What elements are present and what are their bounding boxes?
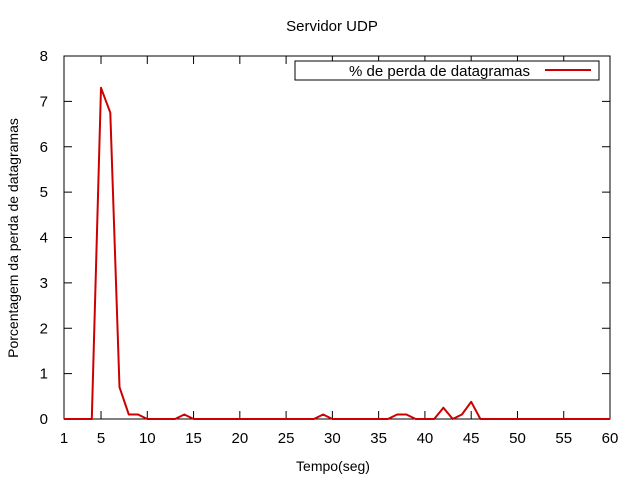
data-point <box>442 407 445 409</box>
y-tick-label: 4 <box>40 230 48 247</box>
data-point <box>109 112 111 114</box>
x-tick-label: 35 <box>370 430 387 447</box>
data-point <box>202 418 204 420</box>
data-point <box>600 418 602 420</box>
y-axis-label: Porcentagem da perda de datagramas <box>5 118 21 358</box>
legend: % de perda de datagramas <box>294 60 600 81</box>
data-point <box>378 418 380 420</box>
data-point <box>285 418 287 420</box>
data-point <box>535 418 537 420</box>
data-point <box>544 418 546 420</box>
data-point <box>276 418 278 420</box>
y-tick-label: 5 <box>40 184 48 201</box>
data-point <box>489 418 491 420</box>
y-tick-label: 6 <box>40 139 48 156</box>
legend-label: % de perda de datagramas <box>349 63 530 80</box>
x-tick-label: 1 <box>60 430 68 447</box>
data-point <box>341 418 343 420</box>
data-point <box>304 418 306 420</box>
data-point <box>581 418 583 420</box>
data-point <box>128 413 130 416</box>
x-tick-label: 40 <box>417 430 434 447</box>
data-point <box>165 418 167 420</box>
data-point <box>470 401 472 403</box>
data-point <box>461 413 463 416</box>
y-tick-label: 0 <box>40 411 48 428</box>
data-point <box>137 413 139 416</box>
data-point <box>239 418 241 420</box>
data-point <box>526 418 528 420</box>
chart-title: Servidor UDP <box>286 18 378 35</box>
x-tick-label: 55 <box>555 430 572 447</box>
data-point <box>452 418 454 420</box>
y-tick-label: 7 <box>40 93 48 110</box>
data-point <box>146 418 148 420</box>
data-point <box>479 418 482 420</box>
data-point <box>590 418 593 420</box>
data-point <box>424 418 426 420</box>
series-points <box>63 87 611 420</box>
data-point <box>294 418 296 420</box>
data-point <box>405 413 408 416</box>
data-point <box>63 418 65 420</box>
legend-box <box>294 60 600 81</box>
data-point <box>572 418 574 420</box>
data-point <box>248 418 250 420</box>
data-point <box>387 418 389 420</box>
y-tick-label: 2 <box>40 320 48 337</box>
data-point <box>183 413 185 416</box>
x-tick-label: 20 <box>231 430 248 447</box>
data-point <box>553 418 556 420</box>
data-point <box>211 418 213 420</box>
data-point <box>100 87 102 89</box>
data-point <box>433 418 435 420</box>
x-tick-label: 50 <box>509 430 526 447</box>
data-point <box>266 418 269 420</box>
x-axis: 1 5 10 15 20 25 30 35 40 45 50 55 60 <box>60 56 619 447</box>
x-tick-label: 5 <box>97 430 105 447</box>
data-point <box>368 418 370 420</box>
y-tick-label: 1 <box>40 366 48 383</box>
data-point <box>563 418 565 420</box>
data-point <box>322 413 324 416</box>
x-tick-label: 60 <box>602 430 619 447</box>
data-point <box>359 418 361 420</box>
x-tick-label: 15 <box>185 430 202 447</box>
x-tick-label: 30 <box>324 430 341 447</box>
x-tick-label: 25 <box>278 430 295 447</box>
data-point <box>396 413 398 416</box>
x-axis-label: Tempo(seg) <box>296 458 370 474</box>
data-point <box>91 418 93 420</box>
y-tick-label: 3 <box>40 275 48 292</box>
data-point <box>229 418 232 420</box>
data-point <box>81 418 84 420</box>
data-point <box>609 418 611 420</box>
data-point <box>118 386 121 388</box>
y-axis: 0 1 2 3 4 5 6 7 8 <box>40 48 610 428</box>
data-point <box>331 418 333 420</box>
data-point <box>350 418 352 420</box>
x-tick-label: 45 <box>463 430 480 447</box>
data-point <box>516 418 519 420</box>
y-tick-label: 8 <box>40 48 48 65</box>
data-point <box>174 418 176 420</box>
data-point <box>257 418 259 420</box>
data-point <box>192 418 195 420</box>
data-point <box>415 418 417 420</box>
data-point <box>220 418 222 420</box>
x-tick-label: 10 <box>139 430 156 447</box>
series-line <box>64 86 610 420</box>
data-point <box>498 418 500 420</box>
data-point <box>72 418 74 420</box>
data-point <box>155 418 158 420</box>
data-point <box>507 418 509 420</box>
data-point <box>313 418 315 420</box>
plot-area <box>63 55 611 420</box>
